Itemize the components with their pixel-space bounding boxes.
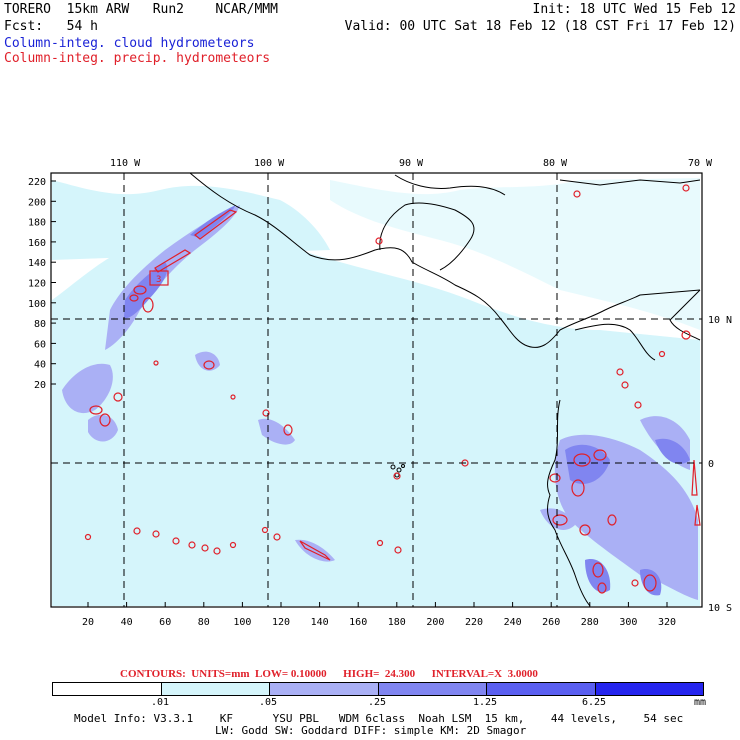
storm-marker-box: [149, 270, 169, 286]
valid-time: Valid: 00 UTC Sat 18 Feb 12 (18 CST Fri …: [344, 19, 736, 34]
map-frame: [50, 172, 703, 608]
x-tick-label: 180: [388, 617, 406, 628]
x-tick-label: 100: [233, 617, 251, 628]
lon-label-90w: 90 W: [399, 158, 424, 169]
x-tick-label: 80: [198, 617, 210, 628]
x-tick-label: 320: [658, 617, 676, 628]
legend-label-125: 1.25: [473, 697, 498, 708]
y-tick-label: 100: [28, 299, 46, 310]
y-tick-label: 80: [34, 319, 46, 330]
x-tick-label: 240: [504, 617, 522, 628]
model-info: Model Info: V3.3.1 KF YSU PBL WDM 6class…: [74, 712, 684, 725]
legend-label-025: .25: [368, 697, 387, 708]
legend-unit: mm: [694, 697, 707, 708]
lat-label-10s: 10 S: [708, 603, 732, 614]
lat-label-0: 0: [708, 459, 714, 470]
x-tick-label: 140: [311, 617, 329, 628]
cloud-light-shading: [52, 178, 700, 607]
legend-bin-2: [270, 683, 379, 695]
y-tick-label: 40: [34, 360, 46, 371]
legend-bin-1: [161, 683, 270, 695]
lat-label-10n: 10 N: [708, 315, 732, 326]
color-legend: [52, 682, 704, 696]
init-time: Init: 18 UTC Wed 15 Feb 12: [532, 2, 737, 17]
model-title: TORERO 15km ARW Run2 NCAR/MMM: [4, 2, 278, 17]
y-tick-label: 220: [28, 177, 46, 188]
y-tick-label: 140: [28, 258, 46, 269]
x-tick-label: 60: [159, 617, 171, 628]
x-grid-ticks: 20 40 60 80 100 120 140 160 180 200 220 240 260 280 30…: [82, 602, 676, 628]
y-grid-ticks: 220 200 180 160 140 120 100 80 60 40 20: [28, 177, 56, 391]
precip-field-label: Column-integ. precip. hydrometeors: [4, 51, 271, 66]
x-tick-label: 20: [82, 617, 94, 628]
x-tick-label: 40: [121, 617, 133, 628]
y-tick-label: 120: [28, 279, 46, 290]
x-tick-label: 260: [542, 617, 560, 628]
precip-contours: [84, 184, 701, 594]
x-tick-label: 120: [272, 617, 290, 628]
legend-bin-4: [487, 683, 596, 695]
legend-label-625: 6.25: [582, 697, 607, 708]
storm-marker-label: 3: [156, 275, 161, 285]
lat-lon-grid: [51, 173, 702, 607]
x-tick-label: 160: [349, 617, 367, 628]
legend-bin-3: [378, 683, 487, 695]
forecast-hour: Fcst: 54 h: [4, 19, 98, 34]
legend-label-005: .05: [259, 697, 278, 708]
x-tick-label: 200: [426, 617, 444, 628]
lon-label-70w: 70 W: [688, 158, 713, 169]
latitude-labels: 10 N 0 10 S: [708, 315, 732, 614]
y-tick-label: 200: [28, 197, 46, 208]
lon-label-100w: 100 W: [254, 158, 285, 169]
physics-info: LW: Godd SW: Goddard DIFF: simple KM: 2D…: [215, 724, 527, 737]
x-tick-label: 300: [619, 617, 637, 628]
legend-bin-5: [595, 683, 703, 695]
x-tick-label: 280: [581, 617, 599, 628]
lon-label-110w: 110 W: [110, 158, 141, 169]
y-tick-label: 180: [28, 218, 46, 229]
y-tick-label: 60: [34, 339, 46, 350]
y-tick-label: 160: [28, 238, 46, 249]
contour-info: CONTOURS: UNITS=mm LOW= 0.10000 HIGH= 24…: [120, 668, 538, 680]
legend-label-001: .01: [151, 697, 170, 708]
x-tick-label: 220: [465, 617, 483, 628]
legend-bin-0: [53, 683, 162, 695]
y-tick-label: 20: [34, 380, 46, 391]
longitude-labels: 110 W 100 W 90 W 80 W 70 W: [110, 158, 713, 169]
cloud-field-label: Column-integ. cloud hydrometeors: [4, 36, 255, 51]
lon-label-80w: 80 W: [543, 158, 568, 169]
